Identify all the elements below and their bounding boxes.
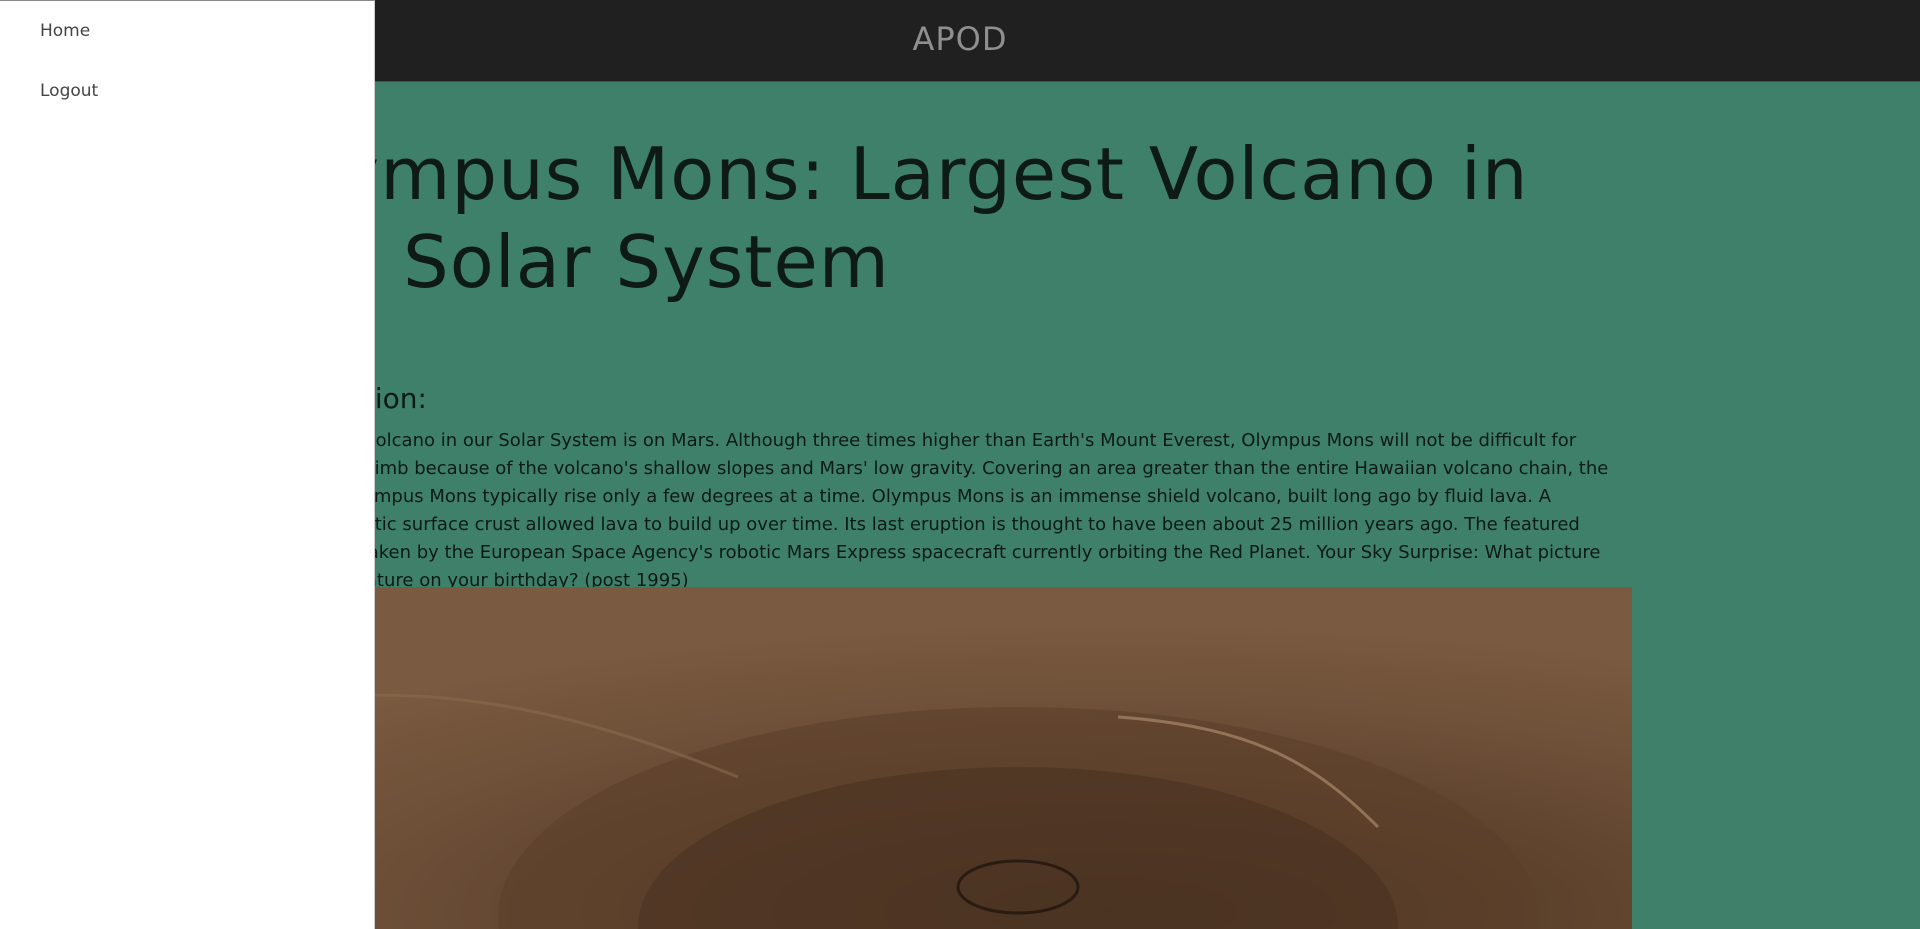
article: Olympus Mons: Largest Volcano in the Sol…	[258, 130, 1634, 595]
apod-image	[258, 587, 1632, 929]
description: The largest volcano in our Solar System …	[258, 430, 1609, 591]
sidebar: Home Logout	[0, 0, 375, 929]
header-title: APOD	[912, 20, 1008, 58]
article-date: 2021-07-04	[258, 344, 1634, 364]
nav-home[interactable]: Home	[40, 21, 91, 41]
article-title: Olympus Mons: Largest Volcano in the Sol…	[258, 132, 1529, 304]
nav-logout[interactable]: Logout	[40, 81, 99, 101]
description-heading: Description:	[258, 382, 1634, 415]
